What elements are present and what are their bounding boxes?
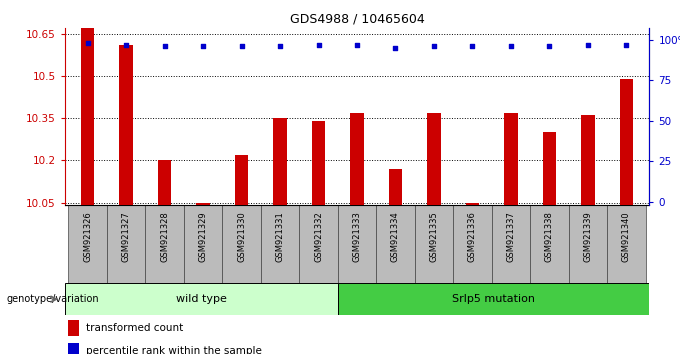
Text: GSM921338: GSM921338 bbox=[545, 212, 554, 262]
Point bbox=[313, 42, 324, 47]
FancyBboxPatch shape bbox=[222, 205, 261, 283]
Text: Srlp5 mutation: Srlp5 mutation bbox=[452, 294, 535, 304]
Point bbox=[390, 45, 401, 51]
FancyBboxPatch shape bbox=[530, 205, 568, 283]
Point bbox=[82, 40, 93, 46]
Text: GSM921328: GSM921328 bbox=[160, 212, 169, 262]
Text: GSM921337: GSM921337 bbox=[507, 212, 515, 262]
Bar bbox=[427, 113, 441, 205]
FancyBboxPatch shape bbox=[568, 205, 607, 283]
Point bbox=[544, 43, 555, 49]
Bar bbox=[466, 202, 479, 205]
Text: GSM921336: GSM921336 bbox=[468, 212, 477, 262]
FancyBboxPatch shape bbox=[376, 205, 415, 283]
Bar bbox=[619, 79, 633, 205]
FancyBboxPatch shape bbox=[261, 205, 299, 283]
Text: GSM921334: GSM921334 bbox=[391, 212, 400, 262]
Text: GSM921326: GSM921326 bbox=[83, 212, 92, 262]
Bar bbox=[235, 155, 248, 205]
FancyBboxPatch shape bbox=[337, 283, 649, 315]
FancyBboxPatch shape bbox=[107, 205, 146, 283]
Bar bbox=[273, 118, 287, 205]
Point bbox=[352, 42, 362, 47]
Bar bbox=[389, 169, 402, 205]
FancyBboxPatch shape bbox=[415, 205, 453, 283]
Point bbox=[236, 43, 247, 49]
Point bbox=[467, 43, 478, 49]
FancyBboxPatch shape bbox=[65, 283, 337, 315]
Text: transformed count: transformed count bbox=[86, 323, 183, 333]
Title: GDS4988 / 10465604: GDS4988 / 10465604 bbox=[290, 13, 424, 26]
FancyBboxPatch shape bbox=[607, 205, 645, 283]
FancyBboxPatch shape bbox=[69, 205, 107, 283]
Text: GSM921327: GSM921327 bbox=[122, 212, 131, 262]
Text: genotype/variation: genotype/variation bbox=[7, 294, 99, 304]
FancyBboxPatch shape bbox=[146, 205, 184, 283]
Bar bbox=[158, 160, 171, 205]
Point bbox=[275, 43, 286, 49]
FancyBboxPatch shape bbox=[338, 205, 376, 283]
Point bbox=[159, 43, 170, 49]
Point bbox=[621, 42, 632, 47]
Point bbox=[582, 42, 593, 47]
Bar bbox=[504, 113, 517, 205]
Point bbox=[428, 43, 439, 49]
FancyBboxPatch shape bbox=[184, 205, 222, 283]
Bar bbox=[68, 343, 79, 354]
Bar bbox=[81, 14, 95, 205]
FancyBboxPatch shape bbox=[299, 205, 338, 283]
Bar bbox=[68, 320, 79, 336]
Text: GSM921329: GSM921329 bbox=[199, 212, 207, 262]
Bar bbox=[197, 202, 210, 205]
FancyBboxPatch shape bbox=[453, 205, 492, 283]
Text: GSM921340: GSM921340 bbox=[622, 212, 631, 262]
Point bbox=[198, 43, 209, 49]
Point bbox=[505, 43, 516, 49]
Text: GSM921339: GSM921339 bbox=[583, 212, 592, 262]
Text: GSM921330: GSM921330 bbox=[237, 212, 246, 262]
Bar bbox=[120, 45, 133, 205]
Bar bbox=[543, 132, 556, 205]
Bar bbox=[350, 113, 364, 205]
Text: GSM921332: GSM921332 bbox=[314, 212, 323, 262]
Text: wild type: wild type bbox=[175, 294, 226, 304]
Text: GSM921333: GSM921333 bbox=[352, 212, 362, 262]
Bar bbox=[581, 115, 594, 205]
Text: percentile rank within the sample: percentile rank within the sample bbox=[86, 346, 262, 354]
Point bbox=[121, 42, 132, 47]
Text: GSM921335: GSM921335 bbox=[430, 212, 439, 262]
Bar bbox=[312, 121, 325, 205]
Text: GSM921331: GSM921331 bbox=[275, 212, 284, 262]
FancyBboxPatch shape bbox=[492, 205, 530, 283]
